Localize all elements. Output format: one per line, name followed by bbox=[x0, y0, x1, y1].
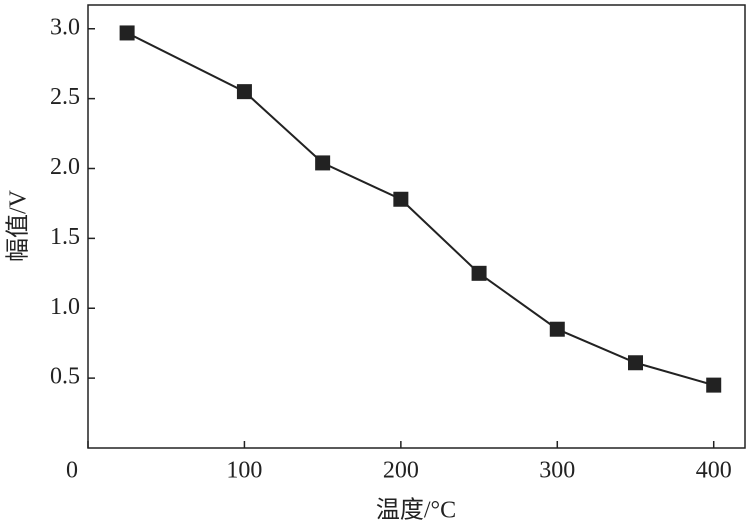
marker bbox=[471, 265, 487, 281]
marker bbox=[549, 321, 565, 337]
x-tick-label: 100 bbox=[226, 458, 262, 484]
marker bbox=[393, 191, 409, 207]
y-tick-label: 1.0 bbox=[50, 294, 80, 320]
line bbox=[126, 32, 714, 387]
x-tick-label: 300 bbox=[539, 458, 575, 484]
y-tick-label: 2.5 bbox=[50, 84, 80, 110]
marker bbox=[628, 355, 643, 371]
y-tick-label: 2.0 bbox=[50, 154, 80, 180]
x-tick-label: 400 bbox=[696, 458, 732, 484]
marker bbox=[119, 25, 135, 41]
x-tick-label: 0 bbox=[66, 458, 78, 484]
x-tick-label: 200 bbox=[383, 458, 419, 484]
marker bbox=[315, 155, 331, 171]
x-axis-label: 温度/°C bbox=[376, 497, 456, 524]
y-axis-label: 幅值/V bbox=[5, 189, 32, 262]
y-tick-label: 3.0 bbox=[50, 14, 80, 40]
y-tick-label: 0.5 bbox=[50, 364, 80, 390]
marker bbox=[236, 84, 252, 100]
plot-frame bbox=[87, 4, 746, 449]
marker bbox=[706, 377, 722, 393]
y-tick-label: 1.5 bbox=[50, 224, 80, 250]
